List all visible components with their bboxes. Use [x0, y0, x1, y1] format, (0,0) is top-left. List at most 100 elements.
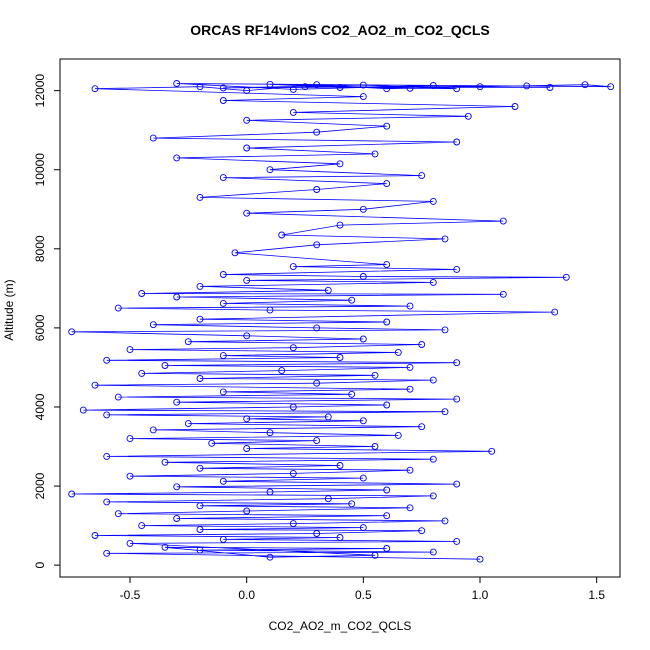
data-point [289, 344, 297, 352]
y-tick-label: 10000 [33, 153, 47, 187]
data-point [173, 515, 181, 522]
data-point [313, 379, 321, 387]
data-point [184, 338, 192, 346]
data-point [138, 369, 146, 377]
data-point [289, 85, 297, 93]
data-point [488, 447, 496, 455]
data-point [313, 186, 321, 193]
data-point [441, 326, 449, 334]
data-point [441, 408, 449, 416]
data-point [429, 278, 437, 286]
data-point [196, 375, 204, 382]
data-point [383, 122, 391, 130]
data-point [359, 205, 367, 213]
data-point [359, 417, 367, 425]
data-point [453, 265, 461, 273]
data-point [196, 546, 204, 554]
data-point [196, 315, 204, 323]
data-point [266, 80, 274, 88]
data-point [429, 455, 437, 463]
data-point [453, 359, 461, 367]
series-line [71, 83, 611, 560]
x-axis-label: CO2_AO2_m_CO2_QCLS [269, 619, 412, 633]
data-point [231, 249, 239, 257]
data-point [243, 116, 251, 124]
chart-title: ORCAS RF14vlonS CO2_AO2_m_CO2_QCLS [190, 22, 490, 38]
data-point [196, 502, 204, 510]
data-point [184, 420, 192, 428]
data-point [324, 495, 332, 503]
data-point [173, 483, 181, 491]
data-point [79, 406, 87, 414]
data-point [243, 144, 251, 152]
data-point [348, 296, 356, 304]
data-point [371, 551, 379, 559]
data-point [219, 84, 227, 92]
data-point [546, 84, 554, 91]
data-point [243, 332, 251, 340]
data-point [196, 83, 204, 91]
data-point [383, 401, 391, 409]
data-point [429, 82, 437, 89]
data-point [103, 411, 111, 419]
data-point [324, 413, 332, 421]
data-point [91, 532, 99, 539]
data-point [429, 197, 437, 205]
data-point [359, 93, 367, 101]
data-point [441, 517, 449, 525]
data-point [114, 304, 122, 312]
data-point [383, 261, 391, 269]
data-point [219, 299, 227, 307]
data-point [418, 172, 426, 180]
data-point [359, 524, 367, 532]
data-point [453, 537, 461, 545]
data-point [499, 217, 507, 225]
data-point [91, 381, 99, 389]
data-point [313, 437, 321, 445]
data-point [336, 84, 344, 91]
data-point [103, 356, 111, 364]
data-point [406, 504, 414, 512]
data-point [476, 555, 484, 563]
data-point [243, 415, 251, 423]
data-point [173, 154, 181, 162]
data-point [219, 352, 227, 360]
data-point [196, 193, 204, 201]
y-tick-label: 4000 [33, 393, 47, 420]
data-point [103, 549, 111, 557]
y-tick-label: 12000 [33, 74, 47, 108]
data-point [173, 80, 181, 87]
data-point [371, 150, 379, 158]
y-tick-label: 6000 [33, 314, 47, 341]
data-point [607, 83, 615, 91]
data-point [91, 85, 99, 93]
data-point [301, 83, 309, 91]
data-point [126, 472, 134, 480]
data-point [336, 462, 344, 469]
data-point [394, 348, 402, 356]
data-point [313, 241, 321, 249]
x-tick-label: 1.0 [472, 588, 489, 602]
data-point [103, 498, 111, 506]
data-point [464, 112, 472, 120]
y-tick-label: 0 [33, 561, 47, 568]
data-point [383, 512, 391, 520]
data-point [243, 209, 251, 217]
data-point [406, 385, 414, 393]
data-point [406, 466, 414, 474]
data-point [348, 500, 356, 508]
data-point [336, 354, 344, 361]
data-point [406, 84, 414, 92]
data-point [453, 480, 461, 488]
data-point [383, 486, 391, 494]
data-point [324, 286, 332, 294]
data-point [453, 85, 461, 93]
data-point [68, 328, 76, 336]
data-series [68, 80, 615, 563]
data-point [383, 545, 391, 552]
data-point [453, 395, 461, 403]
data-point [429, 376, 437, 384]
data-point [562, 273, 570, 281]
data-point [138, 522, 146, 530]
